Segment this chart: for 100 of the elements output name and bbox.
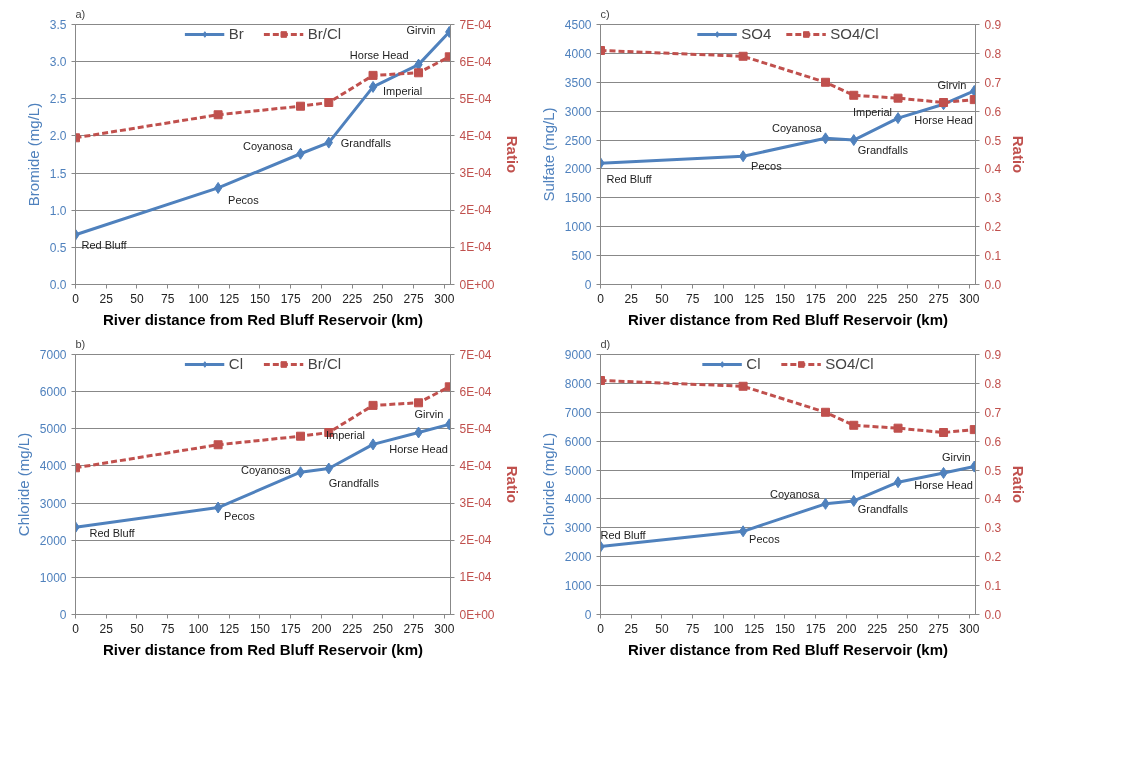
y2-axis-title: Ratio — [1010, 135, 1028, 174]
y-tick-label: 1.5 — [49, 166, 67, 181]
annotation: Grandfalls — [857, 144, 909, 157]
x-tick-label: 200 — [311, 621, 332, 636]
x-tick-label: 75 — [161, 621, 175, 636]
x-tick-label: 300 — [959, 291, 980, 306]
x-tick-label: 25 — [624, 621, 639, 636]
y-tick-label: 2.5 — [49, 92, 67, 107]
x-tick-label: 50 — [655, 621, 669, 636]
y-tick-label: 2000 — [564, 162, 592, 177]
text: a) — [75, 7, 86, 20]
y-tick-label: 3.0 — [49, 55, 67, 70]
y-axis-title: Chloride (mg/L) — [14, 432, 32, 537]
y-tick-label: 1000 — [564, 220, 592, 235]
annotation: Imperial — [850, 468, 891, 481]
y-tick-label: 3000 — [564, 104, 592, 119]
annotation: Coyanosa — [771, 122, 823, 135]
x-tick-label: 150 — [249, 291, 271, 306]
x-axis-title: River distance from Red Bluff Reservoir (km) — [102, 640, 424, 658]
y2-tick-label: 0E+00 — [459, 607, 495, 622]
y2-tick-label: 0.7 — [984, 405, 1002, 420]
legend-label: SO4/Cl — [830, 25, 879, 42]
y-tick-label: 6000 — [564, 434, 592, 449]
y2-tick-label: 0.6 — [984, 434, 1002, 449]
y-tick-label: 0.0 — [49, 278, 67, 292]
y-tick-label: 3000 — [39, 496, 67, 511]
legend-label: Br/Cl — [307, 25, 342, 42]
annotation: Imperial — [325, 429, 366, 442]
y-tick-label: 4000 — [39, 459, 67, 474]
x-tick-label: 25 — [624, 291, 639, 306]
annotation: Coyanosa — [242, 139, 294, 152]
x-tick-label: 250 — [372, 621, 394, 636]
y2-tick-label: 1E-04 — [459, 240, 492, 255]
y-tick-label: 2500 — [564, 133, 592, 148]
x-tick-label: 150 — [774, 291, 796, 306]
y-tick-label: 8000 — [564, 376, 592, 391]
x-tick-label: 75 — [161, 291, 175, 306]
x-tick-label: 75 — [686, 621, 700, 636]
y2-tick-label: 0.4 — [984, 492, 1002, 507]
x-tick-label: 25 — [99, 621, 114, 636]
legend-label: SO4 — [741, 25, 772, 42]
annotation: Pecos — [228, 193, 260, 206]
x-tick-label: 250 — [372, 291, 394, 306]
y-tick-label: 3500 — [564, 75, 592, 90]
y-tick-label: 0 — [59, 608, 67, 622]
x-tick-label: 125 — [744, 291, 765, 306]
y-tick-label: 1000 — [39, 570, 67, 585]
x-tick-label: 300 — [434, 291, 455, 306]
y-tick-label: 0 — [584, 278, 592, 292]
y-tick-label: 6000 — [39, 385, 67, 400]
y-axis-title: Sulfate (mg/L) — [539, 107, 557, 202]
y-tick-label: 500 — [571, 249, 592, 264]
y2-tick-label: 0.1 — [984, 249, 1002, 264]
y2-tick-label: 0.6 — [984, 104, 1002, 119]
x-tick-label: 200 — [836, 291, 857, 306]
annotation: Coyanosa — [769, 487, 821, 500]
x-tick-label: 0 — [72, 291, 80, 306]
y2-tick-label: 0.7 — [984, 75, 1002, 90]
y-tick-label: 2.0 — [49, 129, 67, 144]
annotation: Pecos — [224, 509, 256, 522]
y-tick-label: 0.5 — [49, 240, 67, 255]
annotation: Imperial — [383, 84, 423, 97]
x-tick-label: 175 — [805, 291, 826, 306]
legend-label: Cl — [228, 355, 244, 372]
y-tick-label: 1.0 — [49, 203, 67, 218]
y2-tick-label: 7E-04 — [459, 17, 492, 32]
annotation: Horse Head — [914, 114, 973, 127]
text: d) — [600, 337, 611, 350]
x-tick-label: 275 — [403, 291, 424, 306]
annotation: Girvin — [414, 408, 444, 421]
annotation: Grandfalls — [340, 136, 392, 149]
y2-tick-label: 1E-04 — [459, 570, 492, 585]
y2-tick-label: 0.1 — [984, 579, 1002, 594]
y2-tick-label: 7E-04 — [459, 347, 492, 362]
x-tick-label: 225 — [342, 291, 363, 306]
legend-label: SO4/Cl — [825, 355, 874, 372]
x-tick-label: 75 — [686, 291, 700, 306]
y2-tick-label: 0.4 — [984, 162, 1002, 177]
x-tick-label: 0 — [597, 621, 605, 636]
y2-tick-label: 0.2 — [984, 550, 1002, 565]
annotation: Red Bluff — [606, 173, 653, 186]
y2-tick-label: 0.8 — [984, 376, 1002, 391]
y2-tick-label: 3E-04 — [459, 496, 492, 511]
x-tick-label: 175 — [280, 621, 301, 636]
y2-tick-label: 0E+00 — [459, 277, 495, 292]
y2-tick-label: 0.0 — [984, 278, 1002, 292]
y2-tick-label: 0.3 — [984, 521, 1002, 536]
x-tick-label: 0 — [72, 621, 80, 636]
annotation: Girvin — [941, 450, 971, 463]
y-tick-label: 3.5 — [49, 18, 67, 32]
y2-tick-label: 0.5 — [984, 133, 1002, 148]
y2-tick-label: 5E-04 — [459, 421, 492, 436]
y-tick-label: 5000 — [564, 463, 592, 478]
x-tick-label: 225 — [342, 621, 363, 636]
x-tick-label: 250 — [897, 621, 919, 636]
x-tick-label: 150 — [774, 621, 796, 636]
legend-label: Br — [228, 25, 245, 42]
x-tick-label: 125 — [744, 621, 765, 636]
y2-tick-label: 4E-04 — [459, 458, 492, 473]
x-tick-label: 300 — [434, 621, 455, 636]
